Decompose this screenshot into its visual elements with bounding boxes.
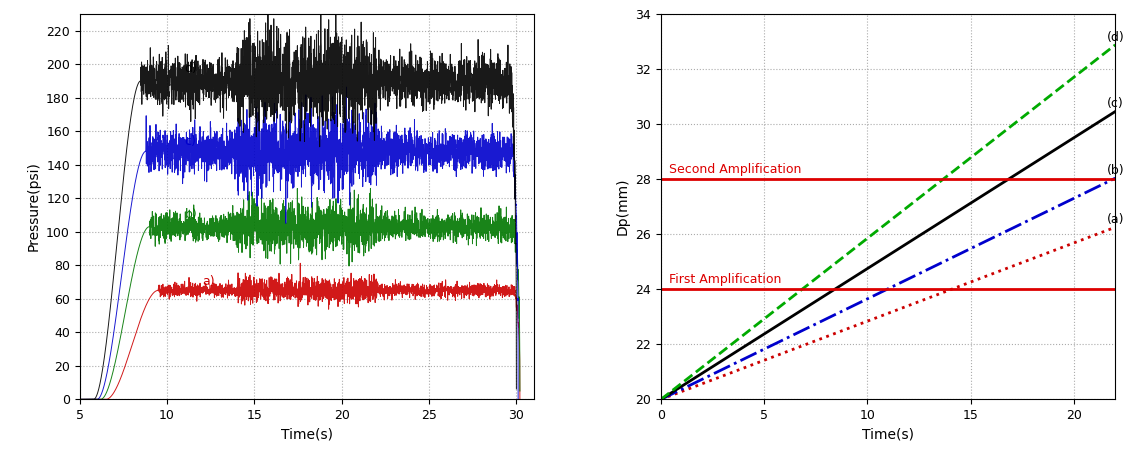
- Text: Second Amplification: Second Amplification: [669, 162, 801, 176]
- X-axis label: Time(s): Time(s): [281, 428, 332, 442]
- X-axis label: Time(s): Time(s): [863, 428, 914, 442]
- Text: (b): (b): [1107, 164, 1124, 177]
- Text: (a): (a): [1107, 213, 1124, 226]
- Text: First Amplification: First Amplification: [669, 273, 782, 286]
- Text: a): a): [201, 275, 215, 288]
- Text: (d): (d): [1107, 30, 1124, 44]
- Text: (c): (c): [1107, 97, 1123, 110]
- Y-axis label: Dp(mm): Dp(mm): [616, 178, 630, 235]
- Y-axis label: Pressure(psi): Pressure(psi): [26, 162, 41, 252]
- Text: b): b): [184, 208, 197, 221]
- Text: c): c): [184, 134, 197, 147]
- Text: d): d): [184, 62, 197, 75]
